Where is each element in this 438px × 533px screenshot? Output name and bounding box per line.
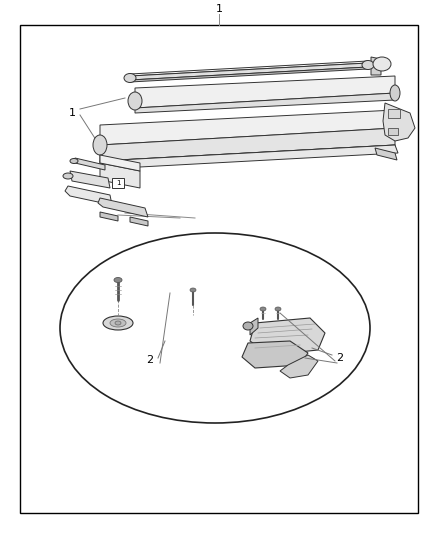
Text: 1: 1	[215, 4, 223, 14]
Polygon shape	[250, 318, 325, 355]
Bar	[388, 128, 398, 135]
Ellipse shape	[362, 61, 374, 69]
Ellipse shape	[275, 307, 281, 311]
Polygon shape	[70, 171, 110, 188]
Ellipse shape	[110, 319, 126, 327]
Polygon shape	[65, 186, 112, 205]
Polygon shape	[100, 163, 140, 188]
Polygon shape	[371, 57, 381, 75]
Ellipse shape	[124, 74, 136, 83]
Polygon shape	[242, 341, 308, 368]
Polygon shape	[75, 158, 105, 170]
Ellipse shape	[243, 322, 253, 330]
Bar	[112, 178, 124, 188]
Ellipse shape	[128, 92, 142, 110]
Ellipse shape	[190, 288, 196, 292]
Polygon shape	[98, 198, 148, 217]
Polygon shape	[108, 163, 132, 175]
Polygon shape	[100, 128, 395, 161]
Polygon shape	[135, 76, 395, 108]
Polygon shape	[135, 93, 395, 113]
Text: 2: 2	[146, 355, 154, 365]
Polygon shape	[100, 212, 118, 221]
Ellipse shape	[115, 321, 121, 325]
Polygon shape	[100, 110, 395, 145]
Ellipse shape	[70, 158, 78, 164]
Ellipse shape	[60, 233, 370, 423]
Bar	[388, 109, 400, 118]
Polygon shape	[280, 355, 318, 378]
Polygon shape	[100, 145, 395, 165]
Text: 1: 1	[68, 108, 75, 118]
Text: 2: 2	[336, 353, 343, 363]
Polygon shape	[130, 67, 368, 82]
Ellipse shape	[103, 316, 133, 330]
Ellipse shape	[260, 307, 266, 311]
Polygon shape	[383, 103, 415, 141]
Polygon shape	[100, 145, 398, 169]
Polygon shape	[250, 318, 258, 335]
Polygon shape	[130, 61, 368, 76]
Text: 1: 1	[116, 180, 120, 186]
Ellipse shape	[63, 173, 73, 179]
Ellipse shape	[114, 278, 122, 282]
Ellipse shape	[373, 57, 391, 71]
Ellipse shape	[93, 135, 107, 155]
Polygon shape	[130, 217, 148, 226]
Polygon shape	[375, 148, 397, 160]
Ellipse shape	[390, 85, 400, 101]
Polygon shape	[130, 63, 368, 80]
Polygon shape	[100, 155, 140, 171]
